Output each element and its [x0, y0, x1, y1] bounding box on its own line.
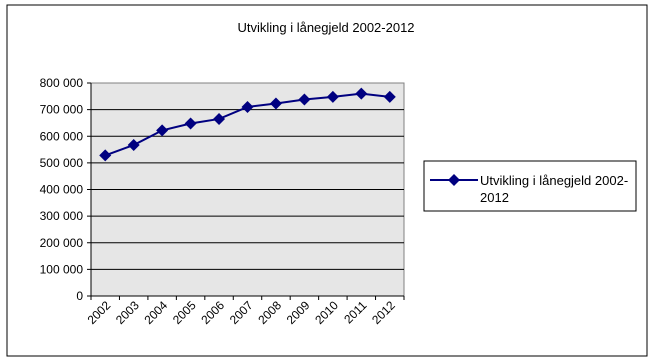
y-tick-label: 600 000 [40, 129, 84, 143]
legend-box [423, 160, 637, 212]
y-axis: 0 100 000 200 000 300 000 400 000 500 000 600 … [40, 76, 92, 303]
y-tick-label: 200 000 [40, 236, 84, 250]
series-layer [99, 87, 396, 162]
gridlines [91, 109, 404, 270]
data-point [99, 149, 112, 162]
data-point [326, 90, 339, 103]
data-point [127, 139, 140, 152]
data-point [269, 97, 282, 110]
legend-marker [448, 174, 460, 186]
data-point [156, 124, 169, 137]
data-point [213, 112, 226, 125]
data-point [355, 87, 368, 100]
chart-title: Utvikling i lånegjeld 2002-2012 [237, 20, 414, 35]
data-point [241, 100, 254, 113]
data-point [184, 117, 197, 130]
y-tick-label: 300 000 [40, 209, 84, 223]
legend-label-line-2: 2012 [480, 190, 509, 205]
data-point [298, 93, 311, 106]
data-point [383, 90, 396, 103]
y-tick-label: 800 000 [40, 76, 84, 90]
y-tick-label: 500 000 [40, 156, 84, 170]
legend-label-line-1: Utvikling i lånegjeld 2002- [480, 173, 628, 188]
y-tick-label: 0 [76, 289, 83, 303]
y-tick-label: 100 000 [40, 262, 84, 276]
y-tick-label: 400 000 [40, 183, 84, 197]
y-tick-label: 700 000 [40, 103, 84, 117]
legend: Utvikling i lånegjeld 2002- 2012 [423, 160, 637, 212]
